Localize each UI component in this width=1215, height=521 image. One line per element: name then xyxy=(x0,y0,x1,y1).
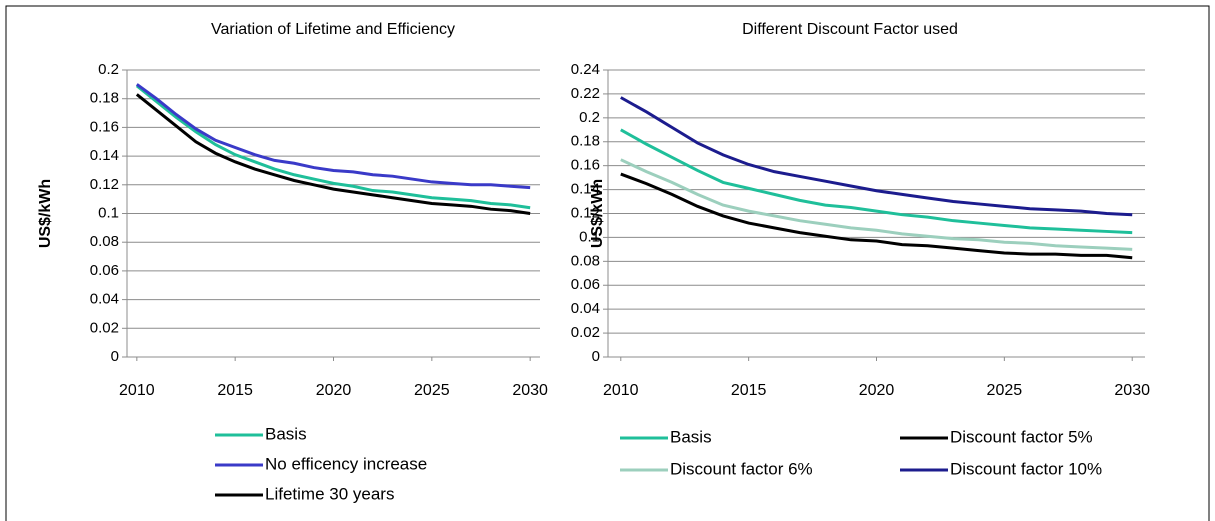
series-line xyxy=(620,158,1133,251)
x-tick-label: 2025 xyxy=(414,382,450,399)
series-line xyxy=(620,128,1133,235)
legend-label: No efficency increase xyxy=(265,454,427,473)
y-tick-label: 0.18 xyxy=(571,133,600,150)
y-tick-label: 0.08 xyxy=(90,233,119,250)
series-line xyxy=(620,96,1133,217)
y-tick-label: 0.04 xyxy=(571,300,600,317)
y-tick-label: 0 xyxy=(592,348,600,365)
y-tick-label: 0.04 xyxy=(90,291,119,308)
x-tick-label: 2015 xyxy=(731,382,767,399)
series-line xyxy=(135,93,531,215)
y-tick-label: 0.14 xyxy=(90,147,119,164)
y-tick-label: 0.12 xyxy=(571,204,600,221)
y-tick-label: 0 xyxy=(111,348,119,365)
chart-title: Different Discount Factor used xyxy=(742,21,958,38)
y-tick-label: 0.16 xyxy=(90,118,119,135)
y-tick-label: 0.1 xyxy=(579,228,600,245)
series-line xyxy=(135,83,531,190)
x-tick-label: 2020 xyxy=(859,382,895,399)
x-tick-label: 2015 xyxy=(217,382,253,399)
legend-label: Basis xyxy=(265,424,307,443)
y-tick-label: 0.18 xyxy=(90,90,119,107)
y-tick-label: 0.24 xyxy=(571,61,600,78)
x-tick-label: 2030 xyxy=(1114,382,1150,399)
y-tick-label: 0.06 xyxy=(90,262,119,279)
y-tick-label: 0.02 xyxy=(571,324,600,341)
y-tick-label: 0.2 xyxy=(98,61,119,78)
y-tick-label: 0.02 xyxy=(90,319,119,336)
x-tick-label: 2010 xyxy=(119,382,155,399)
x-tick-label: 2025 xyxy=(987,382,1023,399)
chart-title: Variation of Lifetime and Efficiency xyxy=(211,21,455,38)
y-axis-label: US$/kWh xyxy=(589,179,606,248)
legend-label: Discount factor 6% xyxy=(670,459,813,478)
x-tick-label: 2030 xyxy=(512,382,548,399)
series-line xyxy=(620,172,1133,260)
y-tick-label: 0.14 xyxy=(571,181,600,198)
legend-label: Discount factor 5% xyxy=(950,427,1093,446)
frame xyxy=(5,5,1210,521)
y-tick-label: 0.1 xyxy=(98,204,119,221)
series-line xyxy=(135,84,531,210)
y-tick-label: 0.2 xyxy=(579,109,600,126)
y-tick-label: 0.06 xyxy=(571,276,600,293)
legend-label: Discount factor 10% xyxy=(950,459,1102,478)
y-tick-label: 0.08 xyxy=(571,252,600,269)
y-axis-label: US$/kWh xyxy=(37,179,54,248)
y-tick-label: 0.12 xyxy=(90,176,119,193)
x-tick-label: 2020 xyxy=(316,382,352,399)
legend-label: Basis xyxy=(670,427,712,446)
legend-label: Lifetime 30 years xyxy=(265,484,394,503)
y-tick-label: 0.16 xyxy=(571,157,600,174)
x-tick-label: 2010 xyxy=(603,382,639,399)
y-tick-label: 0.22 xyxy=(571,85,600,102)
